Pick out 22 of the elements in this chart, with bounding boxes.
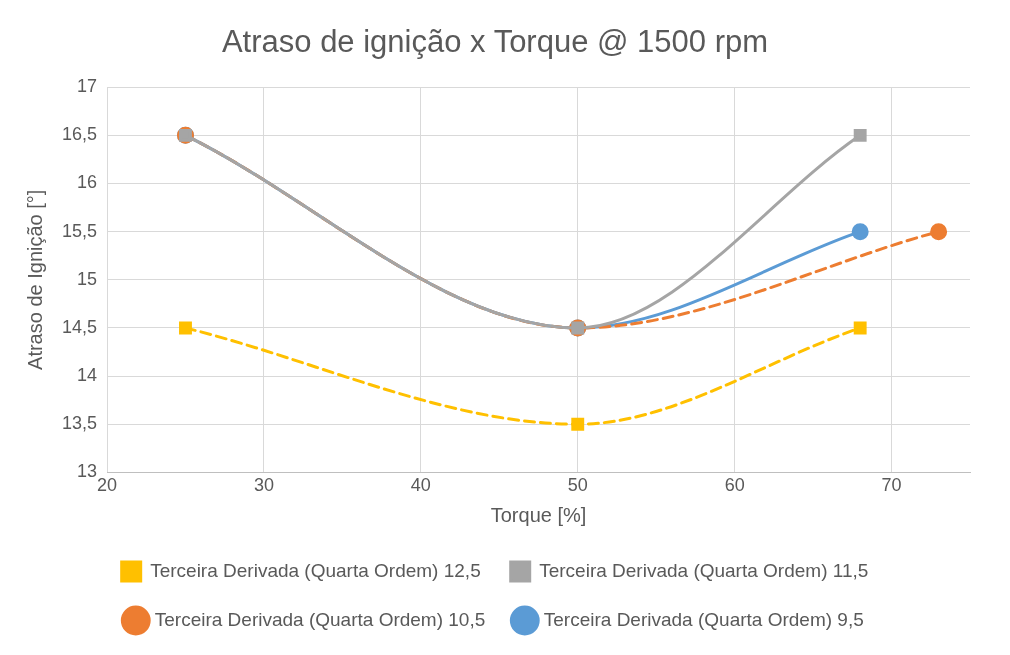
legend-label: Terceira Derivada (Quarta Ordem) 11,5: [539, 559, 869, 581]
x-tick-label: 20: [97, 475, 118, 496]
x-tick-label: 70: [881, 475, 902, 496]
x-tick-label: 60: [724, 475, 745, 496]
y-tick-label: 15,5: [61, 220, 98, 241]
y-tick-label: 13,5: [61, 413, 98, 434]
x-axis-title: Torque [%]: [490, 503, 587, 526]
y-tick-label: 13: [77, 461, 98, 482]
x-tick-label: 50: [567, 475, 588, 496]
y-tick-label: 14: [77, 365, 98, 386]
y-tick-label: 14,5: [61, 316, 98, 337]
legend-label: Terceira Derivada (Quarta Ordem) 12,5: [150, 559, 481, 581]
y-tick-label: 16,5: [61, 124, 98, 145]
chart-title: Atraso de ignição x Torque @ 1500 rpm: [221, 24, 769, 60]
legend-label: Terceira Derivada (Quarta Ordem) 9,5: [543, 608, 864, 630]
x-tick-label: 30: [253, 475, 274, 496]
y-axis-title: Atraso de Ignição [°]: [23, 189, 46, 370]
x-tick-label: 40: [410, 475, 431, 496]
legend-label: Terceira Derivada (Quarta Ordem) 10,5: [154, 608, 486, 630]
y-tick-label: 15: [77, 268, 98, 289]
y-tick-label: 16: [77, 172, 98, 193]
y-tick-label: 17: [77, 76, 98, 97]
